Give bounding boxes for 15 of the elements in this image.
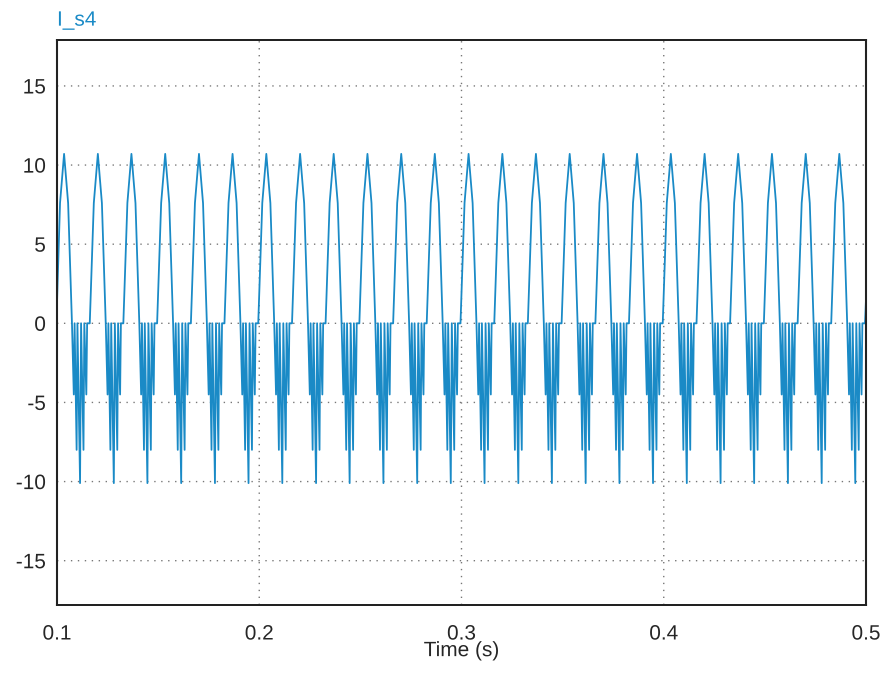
y-tick-label: -5 — [28, 396, 46, 410]
y-tick-label: -10 — [16, 474, 46, 490]
x-axis-title: Time (s) — [424, 641, 498, 660]
y-tick-label: 15 — [24, 79, 46, 94]
x-tick-label: 0.4 — [650, 624, 678, 640]
x-tick-label: 0.5 — [852, 624, 880, 640]
line-series — [57, 153, 866, 484]
x-tick-label: 0.2 — [246, 624, 273, 640]
y-tick-label: 0 — [35, 316, 46, 332]
y-tick-label: -15 — [16, 554, 46, 568]
y-tick-label: 5 — [35, 237, 46, 252]
y-tick-label: 10 — [24, 158, 46, 173]
x-tick-label: 0.3 — [448, 624, 476, 640]
x-tick-label: 0.1 — [43, 624, 70, 640]
text: I_s4 — [58, 11, 96, 30]
